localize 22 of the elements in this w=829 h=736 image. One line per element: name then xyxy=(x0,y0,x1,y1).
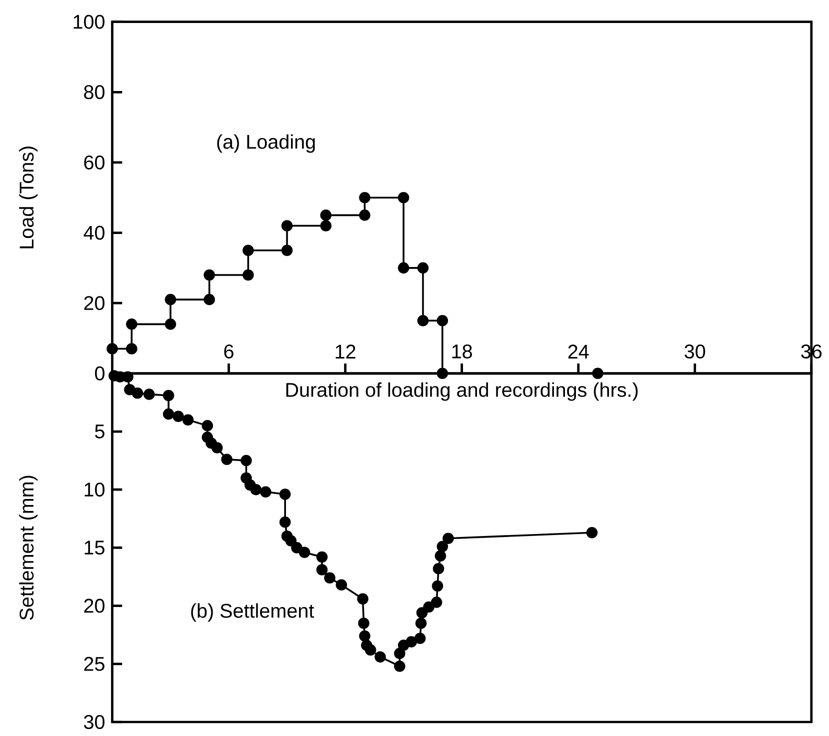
y-tick-label: 20 xyxy=(84,599,104,613)
y-axis-title: Load (Tons) xyxy=(19,146,38,248)
y-tick-label: 60 xyxy=(84,156,104,170)
x-tick-label: 30 xyxy=(684,344,706,359)
text: (b) Settlement xyxy=(191,604,314,622)
y-tick-label: 25 xyxy=(84,657,104,672)
y-tick-label: 15 xyxy=(84,540,104,555)
y-tick-label: 0 xyxy=(95,366,104,381)
y-tick-label: 30 xyxy=(84,715,104,730)
y-tick-label: 40 xyxy=(84,226,104,240)
y-tick-label: 100 xyxy=(74,15,104,30)
x-tick-label: 24 xyxy=(568,344,589,359)
text: (a) Loading xyxy=(217,134,315,153)
y-tick-label: 20 xyxy=(84,296,104,310)
y-tick-label: 5 xyxy=(95,424,104,439)
y-tick-label: 80 xyxy=(84,85,104,100)
x-tick-label: 12 xyxy=(336,344,356,359)
x-axis-title: Duration of loading and recordings (hrs.) xyxy=(286,382,638,402)
y-tick-label: 10 xyxy=(84,482,104,497)
x-tick-label: 18 xyxy=(452,344,472,359)
y-axis-title: Settlement (mm) xyxy=(19,476,38,620)
x-tick-label: 6 xyxy=(224,344,234,359)
